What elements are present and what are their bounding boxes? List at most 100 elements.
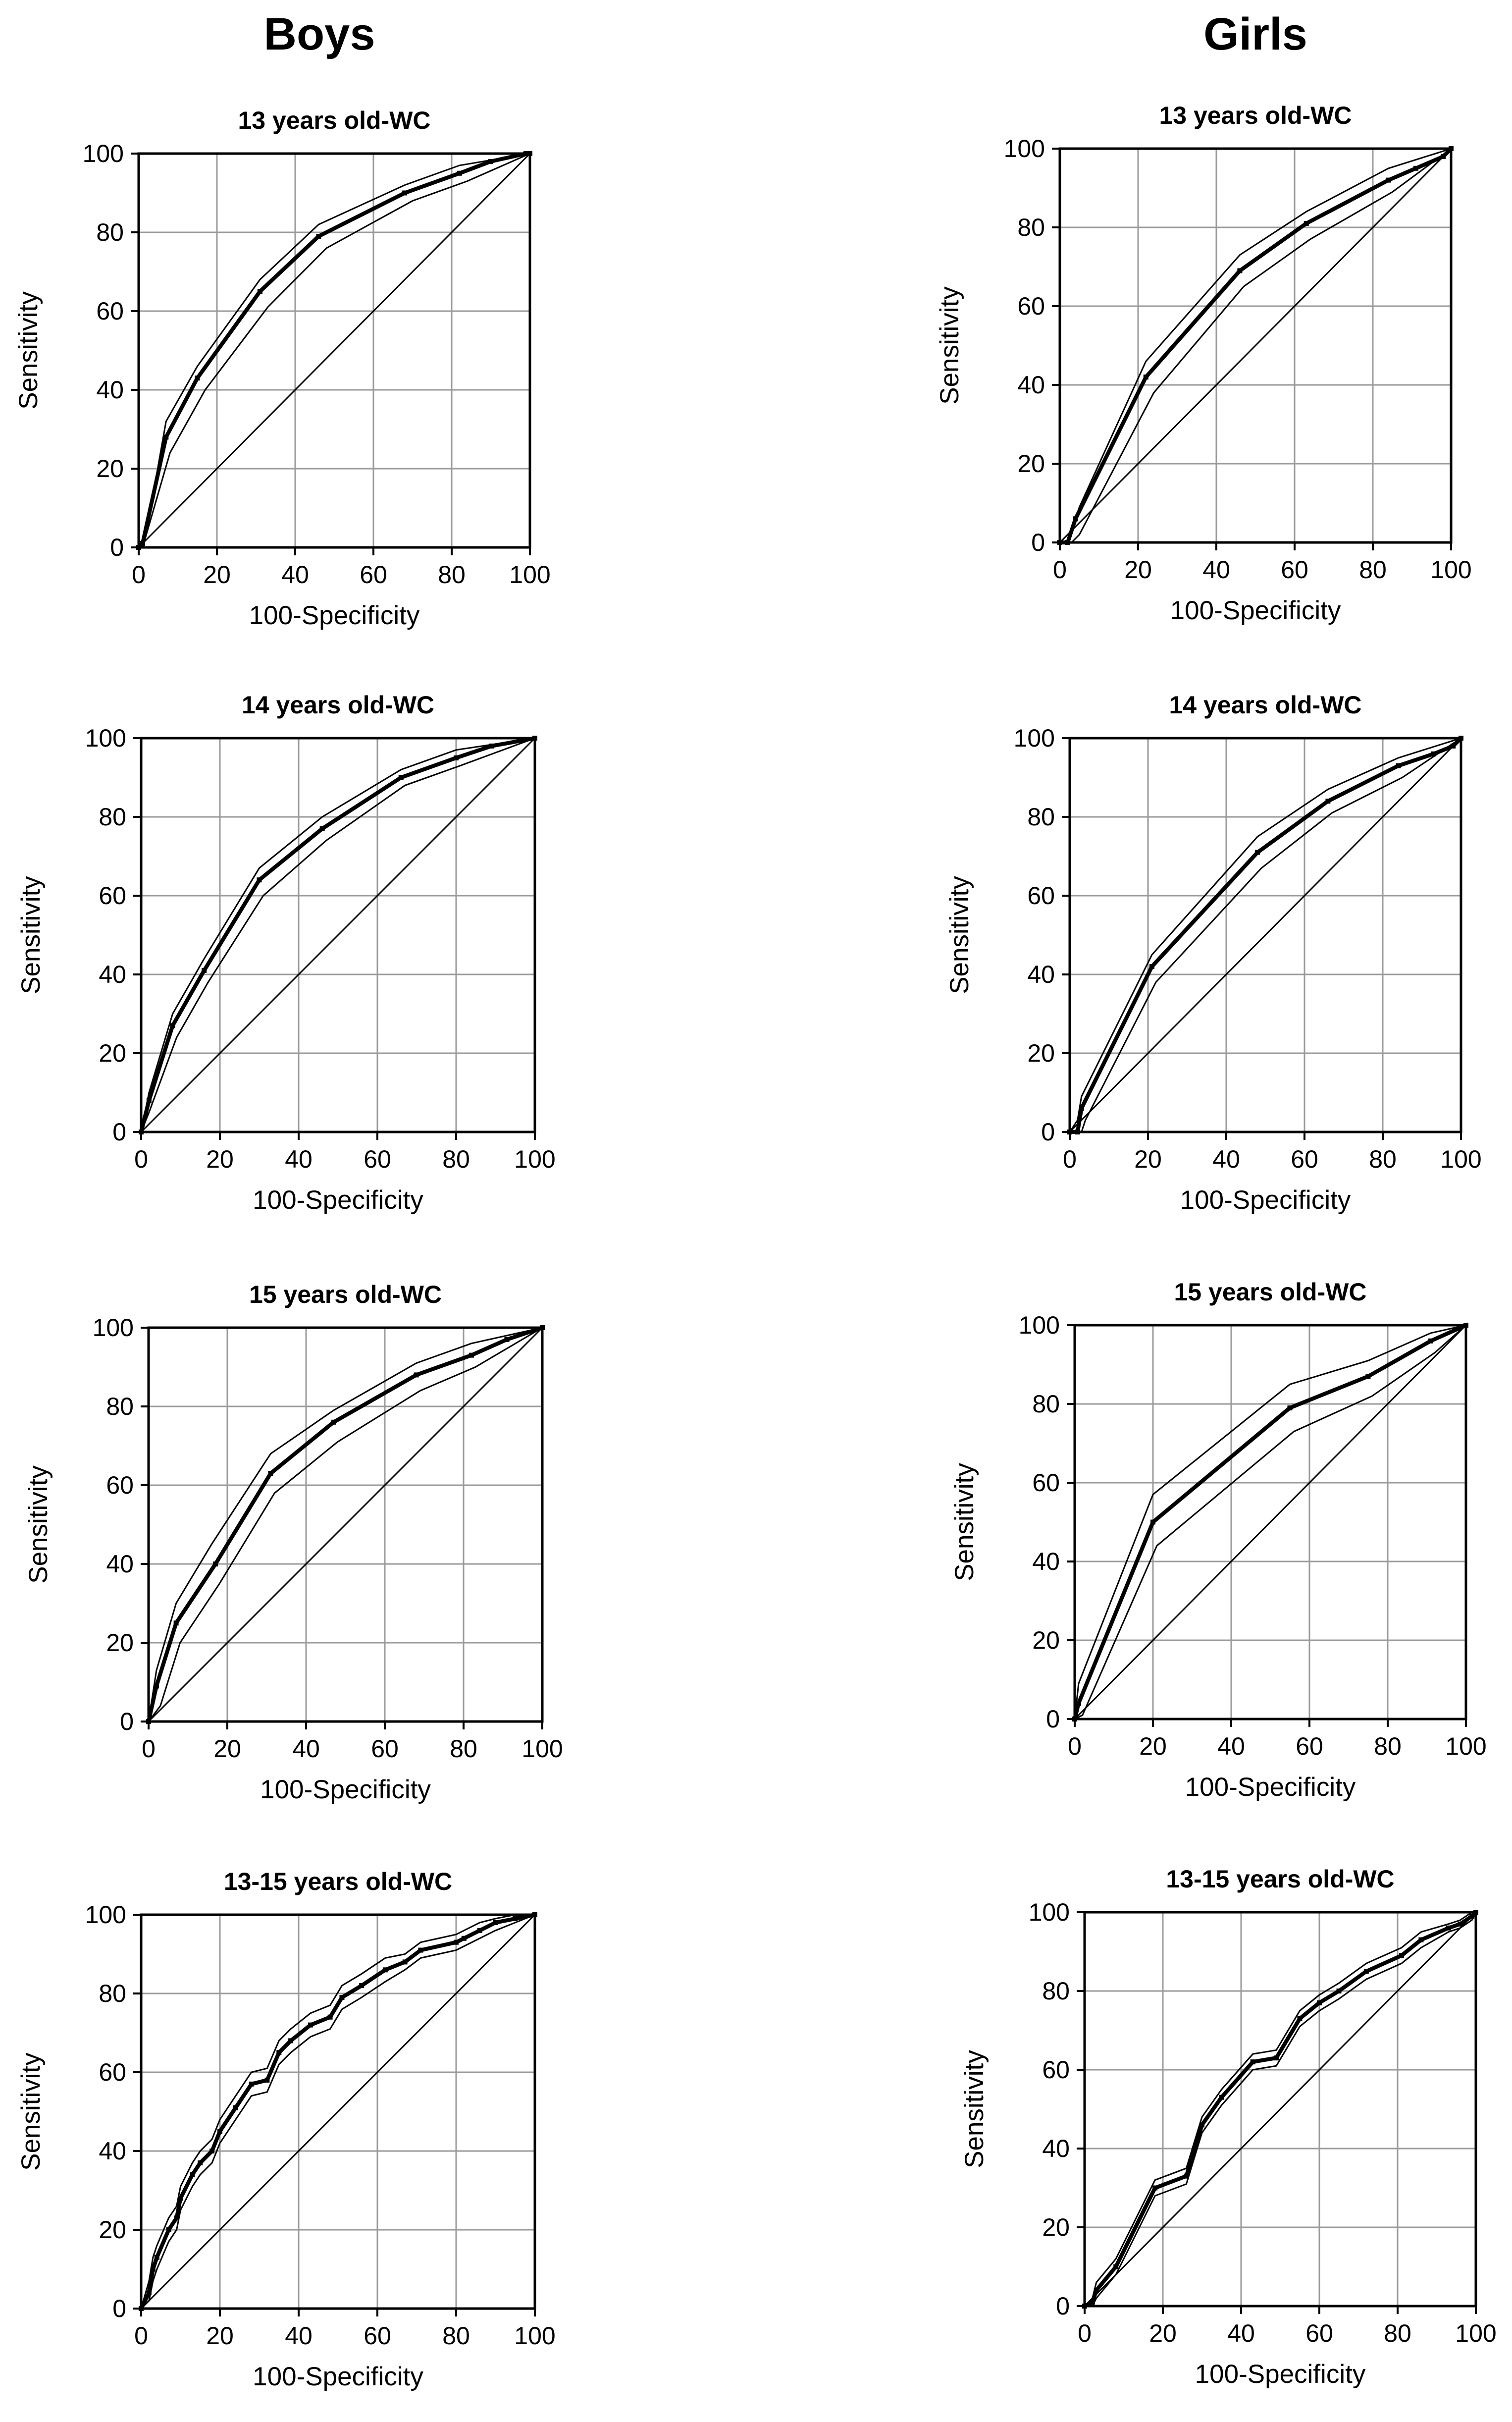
y-tick-label: 80 bbox=[106, 1393, 134, 1420]
roc-point bbox=[414, 1372, 419, 1378]
y-tick-label: 80 bbox=[99, 803, 126, 831]
roc-point bbox=[527, 151, 532, 156]
x-tick-label: 80 bbox=[442, 1145, 470, 1173]
x-tick-label: 100 bbox=[1455, 2319, 1496, 2347]
roc-point bbox=[489, 743, 494, 749]
roc-point bbox=[1297, 2016, 1303, 2021]
y-axis-label: Sensitivity bbox=[950, 1463, 979, 1581]
roc-panel-7: 00 20 20 40 40 60 60 80 80 100 100 13-15 years old-… bbox=[16, 1868, 556, 2391]
y-tick-label: 20 bbox=[99, 2216, 126, 2244]
x-tick-label: 40 bbox=[1212, 1145, 1240, 1173]
roc-point bbox=[1431, 751, 1436, 756]
roc-point bbox=[418, 1947, 423, 1953]
x-tick-label: 80 bbox=[1374, 1732, 1402, 1760]
y-tick-label: 60 bbox=[1032, 1469, 1060, 1497]
x-tick-label: 60 bbox=[364, 2322, 391, 2350]
plot-frame bbox=[1073, 1324, 1467, 1721]
roc-point bbox=[327, 2014, 333, 2020]
y-tick-label: 20 bbox=[106, 1629, 134, 1657]
roc-point bbox=[1079, 1106, 1084, 1111]
roc-point bbox=[257, 877, 262, 883]
roc-point bbox=[139, 1130, 144, 1134]
roc-point bbox=[1250, 2059, 1255, 2065]
reference-diagonal bbox=[1059, 148, 1452, 543]
y-tick-label: 20 bbox=[1027, 1039, 1055, 1067]
panel-title: 14 years old-WC bbox=[1169, 691, 1361, 719]
y-tick-label: 100 bbox=[85, 724, 126, 752]
roc-point bbox=[1317, 2000, 1322, 2005]
roc-point bbox=[359, 1983, 365, 1989]
y-tick-label: 0 bbox=[1046, 1705, 1060, 1733]
y-tick-label: 20 bbox=[1017, 450, 1045, 478]
ci-upper-line bbox=[140, 1914, 535, 2309]
x-tick-label: 20 bbox=[1124, 556, 1152, 584]
y-tick-label: 40 bbox=[1042, 2135, 1070, 2162]
y-tick-label: 40 bbox=[1017, 371, 1045, 399]
roc-point bbox=[308, 2022, 313, 2028]
roc-panel-6: 00 20 20 40 40 60 60 80 80 100 100 15 years old-WC 1… bbox=[950, 1278, 1487, 1802]
roc-point bbox=[198, 2160, 203, 2165]
y-tick-label: 0 bbox=[1031, 529, 1045, 556]
roc-point bbox=[1446, 1925, 1451, 1931]
reference-diagonal bbox=[140, 737, 536, 1133]
roc-point bbox=[1451, 743, 1456, 749]
y-tick-label: 80 bbox=[96, 218, 124, 246]
roc-point bbox=[1067, 1130, 1072, 1134]
reference-diagonal bbox=[138, 153, 531, 548]
y-tick-label: 60 bbox=[1017, 292, 1045, 320]
y-tick-label: 20 bbox=[96, 455, 124, 483]
panel-title: 13 years old-WC bbox=[238, 107, 430, 134]
ci-lower-line bbox=[1070, 737, 1461, 1133]
roc-point bbox=[1057, 540, 1062, 545]
x-tick-label: 60 bbox=[1305, 2319, 1333, 2347]
roc-point bbox=[339, 1994, 345, 2000]
panel-title: 15 years old-WC bbox=[1174, 1278, 1366, 1306]
roc-point bbox=[319, 826, 325, 831]
x-tick-label: 0 bbox=[134, 2322, 148, 2350]
x-tick-label: 0 bbox=[1063, 1145, 1077, 1173]
x-tick-label: 40 bbox=[1202, 556, 1230, 584]
roc-point bbox=[140, 541, 145, 546]
column-title-girls: Girls bbox=[1203, 9, 1307, 59]
plot-frame bbox=[140, 737, 536, 1133]
roc-point bbox=[146, 2290, 152, 2296]
roc-point bbox=[1152, 2185, 1158, 2191]
y-axis-label: Sensitivity bbox=[935, 286, 964, 405]
x-tick-label: 0 bbox=[1068, 1732, 1082, 1760]
panel-title: 14 years old-WC bbox=[242, 691, 434, 719]
roc-panel-1: 00 20 20 40 40 60 60 80 80 100 100 13 years old-WC 1… bbox=[14, 107, 551, 630]
roc-point bbox=[288, 2038, 294, 2044]
x-axis-label: 100-Specificity bbox=[1170, 596, 1341, 625]
x-tick-label: 100 bbox=[514, 2322, 555, 2350]
roc-point bbox=[154, 1683, 159, 1689]
x-axis-label: 100-Specificity bbox=[249, 601, 420, 630]
x-tick-label: 0 bbox=[134, 1145, 148, 1173]
roc-point bbox=[1386, 177, 1391, 183]
plot-frame bbox=[140, 1913, 536, 2310]
roc-point bbox=[1076, 1701, 1081, 1706]
roc-point bbox=[493, 1920, 498, 1925]
x-tick-label: 40 bbox=[281, 561, 309, 589]
roc-curve bbox=[1060, 147, 1453, 544]
y-tick-label: 0 bbox=[112, 2295, 126, 2322]
roc-point bbox=[1463, 1323, 1468, 1328]
reference-diagonal bbox=[148, 1327, 543, 1722]
y-tick-label: 60 bbox=[106, 1471, 134, 1499]
roc-point bbox=[154, 2255, 159, 2260]
y-axis-label: Sensitivity bbox=[960, 2050, 989, 2168]
reference-diagonal bbox=[1074, 1324, 1467, 1720]
y-tick-label: 40 bbox=[1032, 1548, 1060, 1575]
ci-upper-line bbox=[1074, 1324, 1466, 1720]
ci-lower-line bbox=[1060, 148, 1452, 543]
roc-point bbox=[1113, 2264, 1119, 2269]
roc-point bbox=[1184, 2173, 1189, 2179]
ci-lower-line bbox=[148, 1327, 543, 1722]
roc-point bbox=[461, 1936, 467, 1941]
panel-title: 13 years old-WC bbox=[1159, 102, 1352, 129]
roc-point bbox=[513, 1916, 518, 1921]
x-tick-label: 0 bbox=[1053, 556, 1067, 584]
x-axis-label: 100-Specificity bbox=[260, 1775, 431, 1804]
roc-point bbox=[454, 1939, 459, 1945]
roc-point bbox=[1363, 1969, 1369, 1974]
